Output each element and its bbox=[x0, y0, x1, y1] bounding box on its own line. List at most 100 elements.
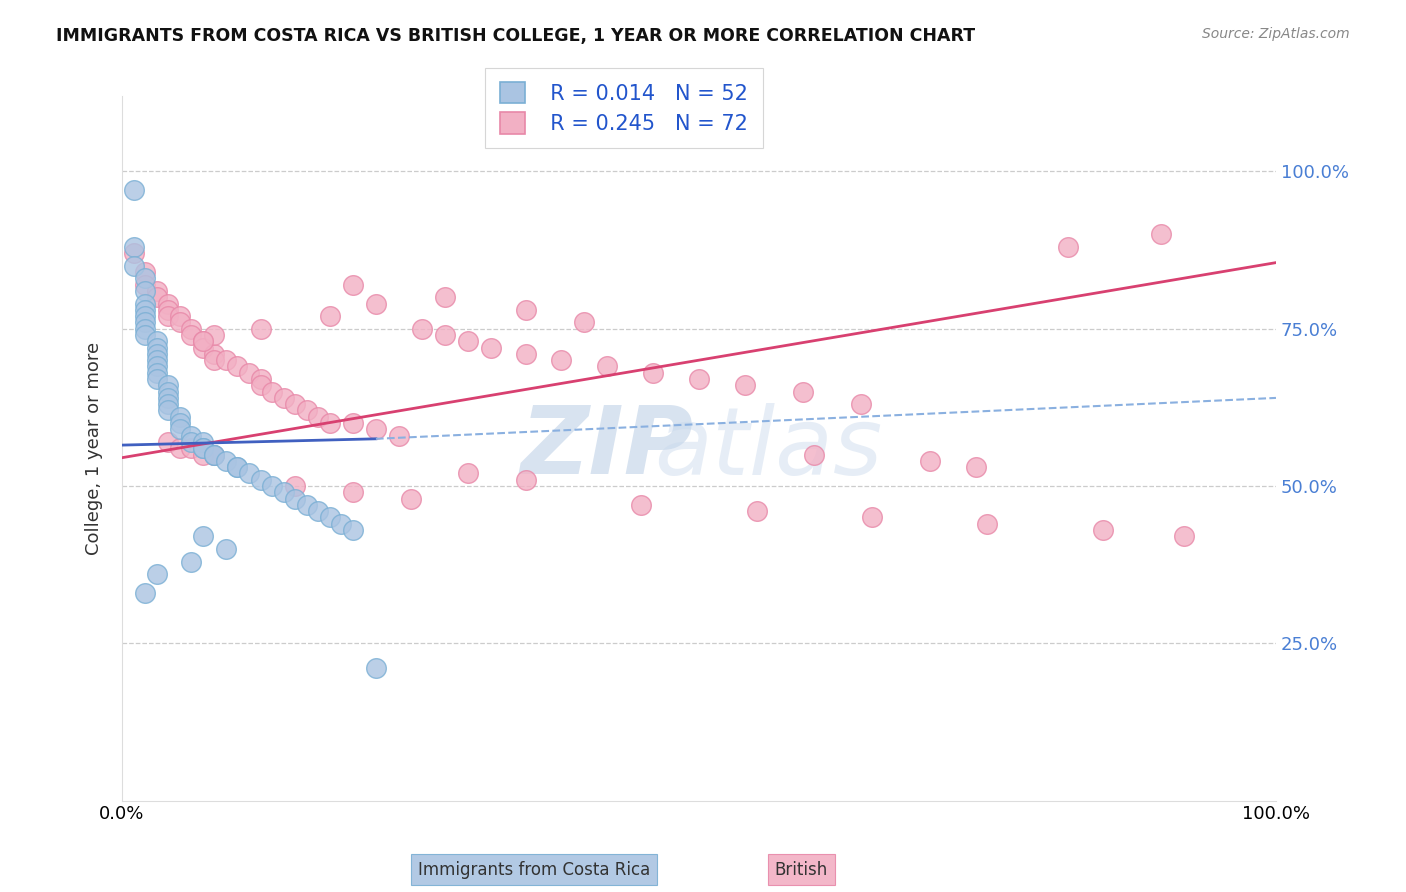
Text: atlas: atlas bbox=[654, 403, 883, 494]
Point bbox=[364, 296, 387, 310]
Point bbox=[145, 347, 167, 361]
Point bbox=[134, 315, 156, 329]
Point bbox=[157, 397, 180, 411]
Point bbox=[157, 309, 180, 323]
Point bbox=[330, 516, 353, 531]
Text: Source: ZipAtlas.com: Source: ZipAtlas.com bbox=[1202, 27, 1350, 41]
Point bbox=[688, 372, 710, 386]
Point bbox=[1091, 523, 1114, 537]
Point bbox=[134, 277, 156, 292]
Point bbox=[792, 384, 814, 399]
Point bbox=[191, 442, 214, 456]
Point bbox=[226, 460, 249, 475]
Point bbox=[169, 442, 191, 456]
Point bbox=[260, 384, 283, 399]
Point bbox=[284, 479, 307, 493]
Point bbox=[169, 309, 191, 323]
Point bbox=[122, 183, 145, 197]
Point bbox=[134, 296, 156, 310]
Point bbox=[134, 271, 156, 285]
Point bbox=[122, 246, 145, 260]
Point bbox=[145, 359, 167, 374]
Point bbox=[180, 442, 202, 456]
Point bbox=[169, 409, 191, 424]
Point bbox=[515, 473, 537, 487]
Point bbox=[849, 397, 872, 411]
Point bbox=[457, 334, 479, 349]
Point bbox=[342, 485, 364, 500]
Point bbox=[145, 353, 167, 368]
Point bbox=[319, 416, 342, 430]
Point bbox=[191, 529, 214, 543]
Text: IMMIGRANTS FROM COSTA RICA VS BRITISH COLLEGE, 1 YEAR OR MORE CORRELATION CHART: IMMIGRANTS FROM COSTA RICA VS BRITISH CO… bbox=[56, 27, 976, 45]
Point bbox=[249, 372, 271, 386]
Y-axis label: College, 1 year or more: College, 1 year or more bbox=[86, 342, 103, 555]
Point bbox=[157, 434, 180, 449]
Point bbox=[122, 240, 145, 254]
Point bbox=[295, 498, 318, 512]
Point bbox=[202, 353, 225, 368]
Point bbox=[145, 366, 167, 380]
Point bbox=[734, 378, 756, 392]
Point bbox=[169, 315, 191, 329]
Point bbox=[630, 498, 652, 512]
Point bbox=[388, 428, 411, 442]
Point bbox=[145, 372, 167, 386]
Point bbox=[157, 296, 180, 310]
Point bbox=[169, 416, 191, 430]
Point bbox=[157, 302, 180, 317]
Point bbox=[180, 328, 202, 343]
Point bbox=[134, 586, 156, 600]
Point bbox=[918, 454, 941, 468]
Point bbox=[238, 467, 260, 481]
Point bbox=[596, 359, 619, 374]
Point bbox=[342, 523, 364, 537]
Legend:   R = 0.014   N = 52,   R = 0.245   N = 72: R = 0.014 N = 52, R = 0.245 N = 72 bbox=[485, 68, 763, 148]
Point bbox=[169, 422, 191, 436]
Point bbox=[134, 284, 156, 298]
Point bbox=[191, 334, 214, 349]
Point bbox=[260, 479, 283, 493]
Point bbox=[976, 516, 998, 531]
Point bbox=[215, 454, 238, 468]
Point bbox=[364, 422, 387, 436]
Point bbox=[273, 391, 295, 405]
Point bbox=[145, 341, 167, 355]
Point bbox=[284, 491, 307, 506]
Point bbox=[295, 403, 318, 417]
Point bbox=[284, 397, 307, 411]
Point bbox=[803, 448, 825, 462]
Point bbox=[411, 321, 433, 335]
Point bbox=[965, 460, 987, 475]
Point bbox=[145, 334, 167, 349]
Point bbox=[191, 341, 214, 355]
Point bbox=[1149, 227, 1171, 242]
Text: British: British bbox=[775, 861, 828, 879]
Point bbox=[273, 485, 295, 500]
Point bbox=[434, 328, 457, 343]
Point bbox=[342, 277, 364, 292]
Point bbox=[157, 378, 180, 392]
Point bbox=[202, 347, 225, 361]
Point bbox=[157, 403, 180, 417]
Point bbox=[145, 567, 167, 582]
Text: ZIP: ZIP bbox=[520, 402, 693, 494]
Point bbox=[434, 290, 457, 304]
Point bbox=[191, 334, 214, 349]
Point bbox=[134, 321, 156, 335]
Point bbox=[249, 378, 271, 392]
Point bbox=[641, 366, 664, 380]
Point bbox=[1057, 240, 1080, 254]
Point bbox=[457, 467, 479, 481]
Point bbox=[180, 434, 202, 449]
Point bbox=[157, 384, 180, 399]
Point bbox=[319, 309, 342, 323]
Point bbox=[145, 290, 167, 304]
Point bbox=[134, 328, 156, 343]
Point bbox=[180, 554, 202, 568]
Point bbox=[249, 473, 271, 487]
Point bbox=[572, 315, 595, 329]
Point bbox=[202, 328, 225, 343]
Point bbox=[515, 302, 537, 317]
Point bbox=[157, 391, 180, 405]
